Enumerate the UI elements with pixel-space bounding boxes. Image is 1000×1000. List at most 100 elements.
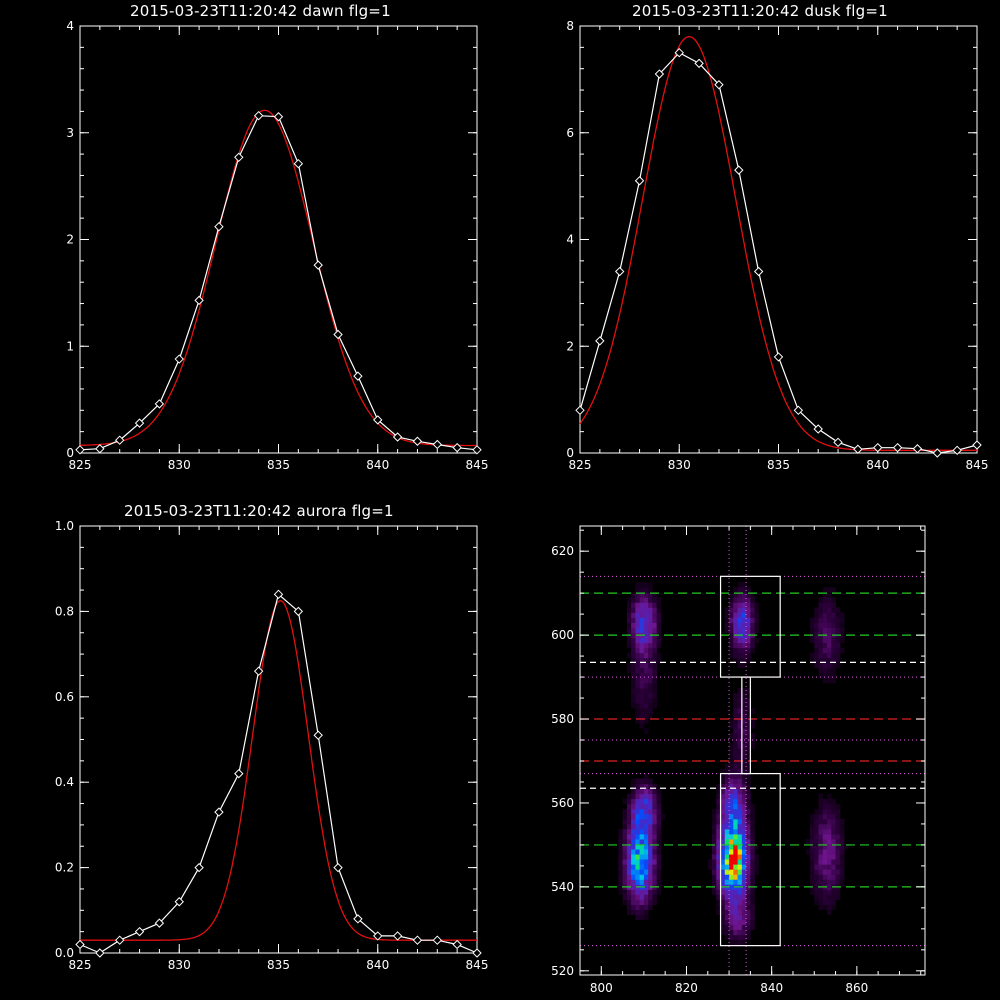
- heatmap-cell: [712, 859, 717, 865]
- heatmap-cell: [716, 803, 721, 810]
- heatmap-cell: [643, 889, 649, 895]
- heatmap-cell: [652, 617, 658, 623]
- fit-curve: [579, 36, 977, 451]
- heatmap-cell: [822, 607, 828, 613]
- heatmap-cell: [635, 914, 641, 921]
- heatmap-cell: [639, 783, 645, 790]
- heatmap-cell: [754, 637, 760, 644]
- heatmap-cell: [737, 844, 743, 850]
- heatmap-cell: [750, 914, 756, 921]
- heatmap-cell: [818, 834, 824, 840]
- heatmap-cell: [818, 612, 824, 618]
- heatmap-cell: [639, 718, 645, 724]
- data-point-marker: [373, 931, 383, 941]
- heatmap-cell: [733, 718, 738, 724]
- data-point-marker: [773, 352, 784, 362]
- heatmap-cell: [741, 657, 747, 664]
- heatmap-cell: [741, 748, 747, 754]
- heatmap-cell: [746, 854, 751, 860]
- heatmap-cell: [643, 612, 649, 618]
- heatmap-cell: [622, 839, 628, 845]
- data-point-marker: [194, 862, 204, 873]
- heatmap-cell: [618, 874, 623, 880]
- heatmap-cell: [652, 894, 658, 900]
- heatmap-cell: [814, 874, 819, 880]
- heatmap-cell: [741, 864, 747, 870]
- heatmap-cell: [818, 818, 824, 825]
- heatmap-cell: [648, 798, 653, 805]
- heatmap-cell: [656, 884, 662, 890]
- heatmap-cell: [631, 693, 636, 699]
- heatmap-cell: [639, 869, 645, 875]
- heatmap-cell: [750, 859, 756, 865]
- heatmap-cell: [822, 854, 828, 860]
- heatmap-cell: [750, 854, 756, 860]
- data-point-marker: [452, 442, 462, 453]
- heatmap-cell: [814, 844, 819, 850]
- heatmap-cell: [844, 844, 849, 850]
- heatmap-cell: [635, 607, 641, 613]
- x-tick-label: 800: [590, 981, 613, 995]
- heatmap-cell: [746, 829, 751, 835]
- heatmap-cell: [635, 839, 641, 845]
- heatmap-cell: [716, 899, 721, 905]
- heatmap-cell: [737, 748, 743, 754]
- heatmap-cell: [716, 879, 721, 885]
- heatmap-cell: [746, 738, 751, 744]
- heatmap-cell: [746, 798, 751, 805]
- heatmap-cell: [746, 904, 751, 910]
- y-tick-label: 3: [66, 126, 74, 140]
- heatmap-cell: [818, 597, 824, 603]
- heatmap-cell: [822, 657, 828, 664]
- heatmap-cell: [814, 607, 819, 613]
- heatmap-cell: [652, 607, 658, 613]
- heatmap-cell: [618, 869, 623, 875]
- heatmap-cell: [750, 849, 756, 855]
- y-tick-label: 560: [551, 796, 574, 810]
- heatmap-cell: [737, 788, 743, 795]
- heatmap-cell: [635, 718, 641, 724]
- heatmap-cell: [643, 894, 649, 900]
- heatmap-cell: [643, 783, 649, 790]
- heatmap-cell: [814, 808, 819, 815]
- heatmap-cell: [733, 698, 738, 704]
- heatmap-cell: [729, 844, 734, 850]
- heatmap-cell: [818, 622, 824, 628]
- x-tick-label: 840: [760, 981, 783, 995]
- heatmap-cell: [626, 803, 632, 810]
- heatmap-cell: [643, 803, 649, 810]
- heatmap-cell: [818, 854, 824, 860]
- heatmap-cell: [626, 904, 632, 910]
- heatmap-cell: [648, 899, 653, 905]
- heatmap-cell: [822, 808, 828, 815]
- heatmap-cell: [822, 818, 828, 825]
- heatmap-cell: [635, 803, 641, 810]
- data-point-marker: [432, 439, 443, 450]
- heatmap-cell: [626, 813, 632, 820]
- heatmap-cell: [750, 718, 756, 724]
- heatmap-cell: [737, 597, 743, 603]
- heatmap-cell: [631, 637, 636, 644]
- data-point-marker: [472, 445, 482, 455]
- heatmap-cell: [724, 778, 730, 785]
- x-tick-label: 845: [466, 458, 489, 472]
- heatmap-cell: [635, 582, 641, 588]
- heatmap-cell: [643, 587, 649, 593]
- heatmap-cell: [818, 849, 824, 855]
- heatmap-cell: [729, 864, 734, 870]
- heatmap-cell: [643, 582, 649, 588]
- heatmap-cell: [648, 703, 653, 709]
- heatmap-cell: [639, 677, 645, 684]
- heatmap-cell: [648, 808, 653, 815]
- heatmap-cell: [822, 864, 828, 870]
- heatmap-cell: [831, 642, 836, 649]
- heatmap-cell: [746, 874, 751, 880]
- heatmap-cell: [810, 864, 815, 870]
- heatmap-cell: [746, 597, 751, 603]
- heatmap-cell: [639, 803, 645, 810]
- heatmap-cell: [750, 808, 756, 815]
- heatmap-cell: [746, 788, 751, 795]
- data-point-marker: [614, 266, 625, 277]
- heatmap-cell: [746, 592, 751, 598]
- heatmap-cell: [635, 713, 641, 719]
